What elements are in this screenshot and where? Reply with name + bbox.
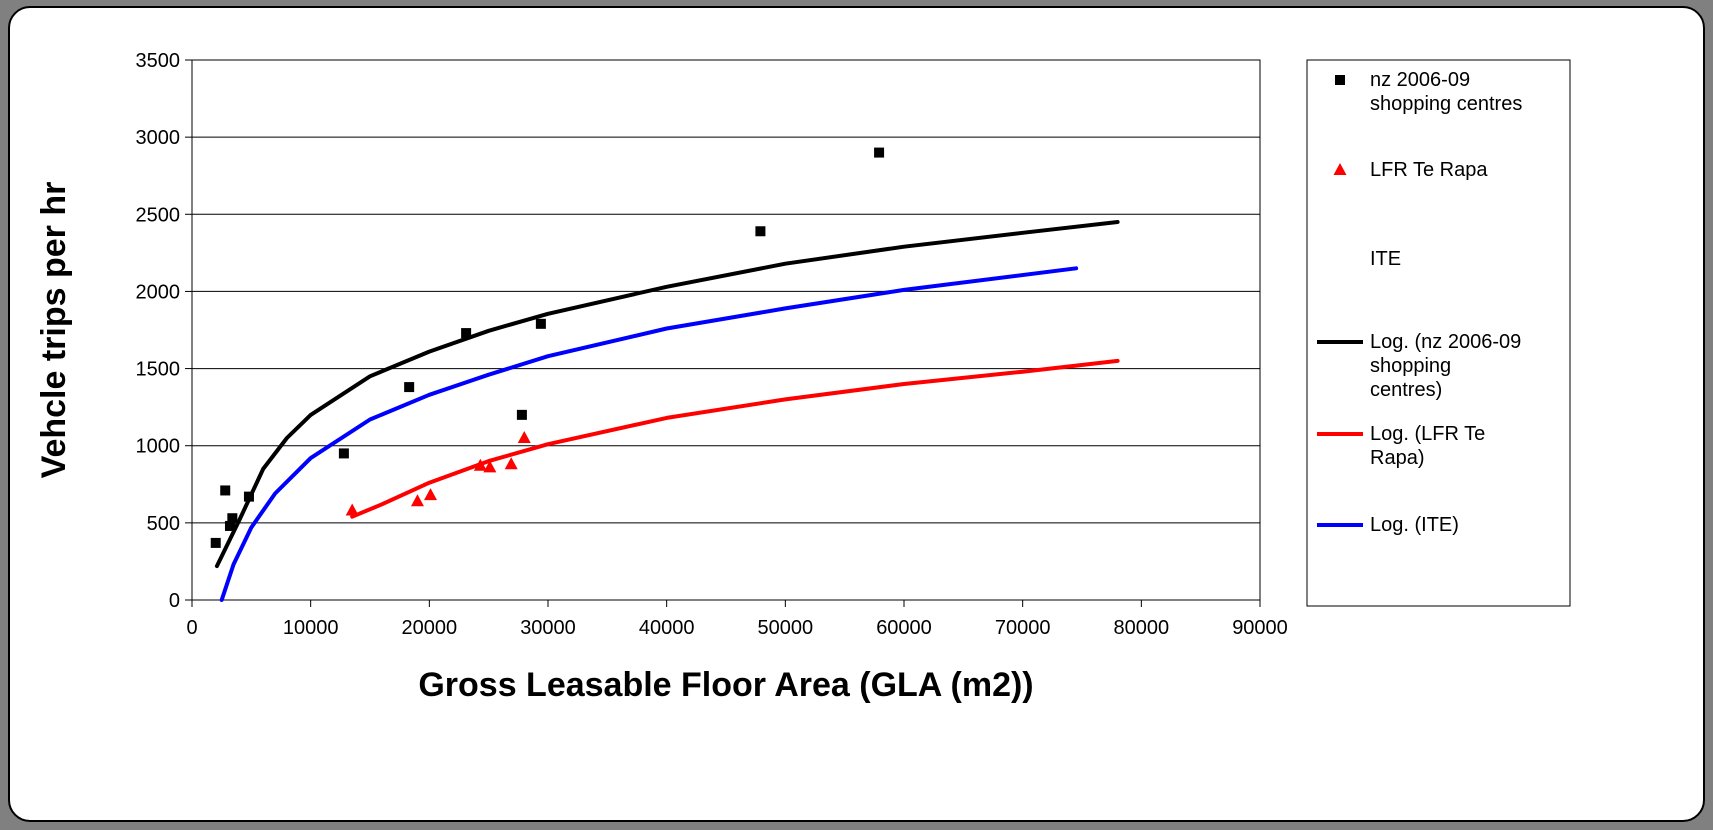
legend-label: nz 2006-09 [1370, 69, 1470, 91]
data-point-nz-2006-09-shopping-centres [755, 226, 766, 237]
plot-border [191, 59, 1261, 601]
legend-marker-swatch [1335, 75, 1345, 85]
trendline-log-lfr-te-rapa [350, 358, 1120, 519]
x-tick-label: 40000 [639, 617, 695, 639]
y-tick-label: 500 [147, 513, 180, 535]
legend-label: centres) [1370, 379, 1442, 401]
legend-label: shopping [1370, 355, 1451, 377]
data-point-lfr-te-rapa [483, 460, 497, 473]
legend-marker-swatch [1333, 163, 1347, 175]
x-tick-label: 20000 [402, 617, 458, 639]
y-tick-label: 3500 [136, 50, 181, 72]
trendline-log-ite [219, 266, 1079, 602]
chart-svg: 0 500 1000 1500 2000 2500 3000 3500 0 10000 20000 3… [35, 50, 1571, 704]
data-point-nz-2006-09-shopping-centres [227, 513, 238, 524]
y-tick-label: 1000 [136, 436, 181, 458]
data-point-lfr-te-rapa [424, 488, 438, 501]
data-point-nz-2006-09-shopping-centres [404, 382, 415, 393]
legend-label: ITE [1370, 248, 1401, 270]
legend-label: shopping centres [1370, 93, 1522, 115]
data-point-nz-2006-09-shopping-centres [461, 328, 472, 339]
data-point-lfr-te-rapa [345, 503, 359, 516]
data-point-lfr-te-rapa [473, 458, 487, 471]
x-tick-label: 90000 [1232, 617, 1288, 639]
x-tick-label: 50000 [758, 617, 814, 639]
trendline-log-nz-2006-09-shopping-centres [214, 220, 1120, 569]
data-point-nz-2006-09-shopping-centres [224, 520, 235, 531]
chart-area: 0 500 1000 1500 2000 2500 3000 3500 0 10000 20000 3… [8, 6, 1705, 822]
legend-label: Log. (ITE) [1370, 514, 1459, 536]
data-point-nz-2006-09-shopping-centres [210, 537, 221, 548]
grid-layer [192, 59, 1260, 601]
data-point-nz-2006-09-shopping-centres [874, 147, 885, 158]
series-layer [210, 147, 1120, 602]
data-point-lfr-te-rapa [410, 494, 424, 507]
data-point-lfr-te-rapa [517, 431, 531, 443]
legend-label: Log. (LFR Te [1370, 423, 1485, 445]
y-tick-label: 1500 [136, 359, 181, 381]
legend-item: Log. (ITE) [1317, 514, 1459, 536]
legend-item: ITE [1370, 248, 1401, 270]
data-point-nz-2006-09-shopping-centres [516, 409, 527, 420]
x-tick-label: 10000 [283, 617, 339, 639]
data-point-nz-2006-09-shopping-centres [220, 485, 231, 496]
data-point-nz-2006-09-shopping-centres [338, 448, 349, 459]
data-point-lfr-te-rapa [504, 457, 518, 470]
y-tick-label: 0 [169, 590, 180, 612]
legend-item: LFR Te Rapa [1333, 159, 1488, 181]
data-point-nz-2006-09-shopping-centres [535, 318, 546, 329]
y-tick-label: 2000 [136, 281, 181, 303]
y-tick-label: 3000 [136, 127, 181, 149]
legend-label: Log. (nz 2006-09 [1370, 331, 1521, 353]
x-tick-label: 60000 [876, 617, 932, 639]
x-tick-label: 0 [186, 617, 197, 639]
axis-layer: 0 500 1000 1500 2000 2500 3000 3500 0 10000 20000 3… [136, 50, 1288, 639]
legend-label: Rapa) [1370, 447, 1424, 469]
x-tick-label: 30000 [520, 617, 576, 639]
y-axis-title: Vehcle trips per hr [35, 182, 73, 479]
x-axis-title: Gross Leasable Floor Area (GLA (m2)) [418, 666, 1033, 704]
legend-box [1306, 59, 1571, 607]
x-tick-label: 80000 [1114, 617, 1170, 639]
legend-label: LFR Te Rapa [1370, 159, 1488, 181]
x-tick-label: 70000 [995, 617, 1051, 639]
y-tick-label: 2500 [136, 204, 181, 226]
data-point-nz-2006-09-shopping-centres [243, 491, 254, 502]
